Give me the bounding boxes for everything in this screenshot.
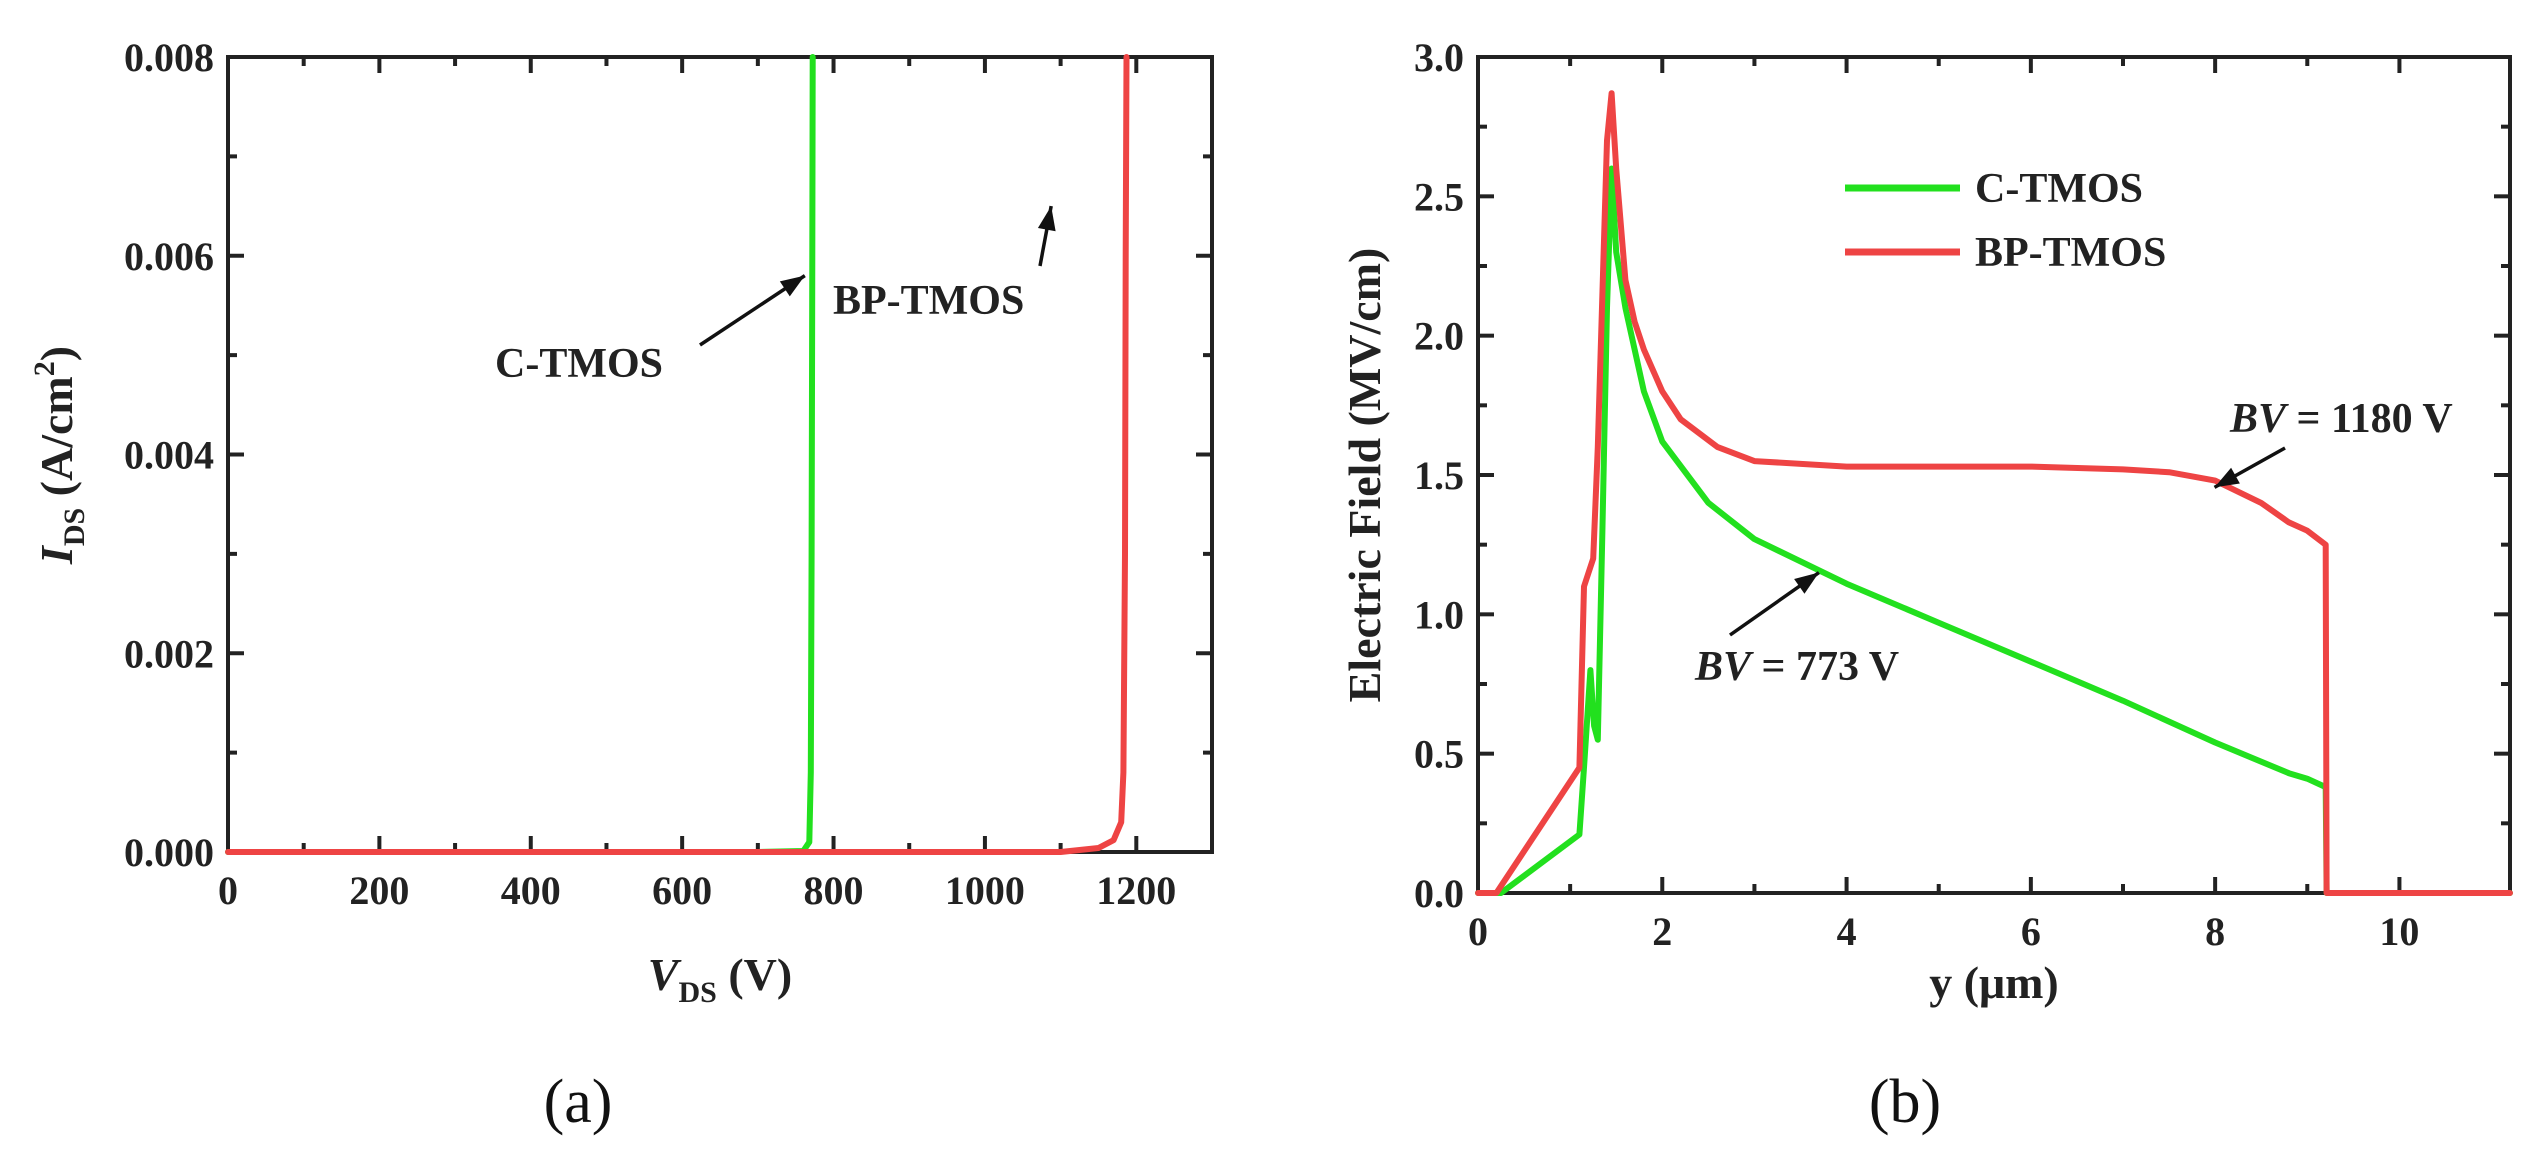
panel-a-y-tick-label: 0.000 [124,830,214,875]
annotation-c-tmos-arrow-head [779,275,805,297]
panel-b-y-tick-label: 0.0 [1414,871,1464,916]
panel-b-x-tick-label: 2 [1652,909,1672,954]
panel-a-x-tick-label: 200 [349,868,409,913]
panel-b-label: (b) [1869,1068,1941,1136]
panel-b-y-axis-title: Electric Field (MV/cm) [1339,248,1390,703]
panel-a-x-tick-label: 1000 [945,868,1025,913]
panel-b-x-tick-label: 8 [2205,909,2225,954]
panel-a-x-tick-label: 1200 [1096,868,1176,913]
panel-a-x-axis-title: VDS (V) [648,949,792,1009]
panel-a-y-tick-label: 0.008 [124,35,214,80]
panel-b-y-tick-label: 3.0 [1414,35,1464,80]
panel-b-y-tick-label: 1.0 [1414,592,1464,637]
panel-b-series [1475,90,2513,896]
legend-label-bp-tmos: BP-TMOS [1975,230,2166,276]
panel-a-label: (a) [544,1068,613,1136]
annotation-bp-tmos: BP-TMOS [833,278,1024,324]
panel-b-chart: 0 2 4 6 8 10 0.0 0.5 1.0 1.5 2.0 2.5 3.0 BV = 1180 V… [1339,35,2513,1136]
panel-a-annotations: C-TMOS BP-TMOS [495,205,1056,387]
panel-a-y-axis-title: IDS (A/cm2) [28,346,91,565]
panel-b-legend: C-TMOS BP-TMOS [1845,166,2166,276]
annotation-c-tmos: C-TMOS [495,341,663,387]
panel-a-series-bp-tmos-line [225,54,1130,855]
panel-a-ticks: 0 200 400 600 800 1000 1200 0.000 0.002 0.004 0.00… [124,35,1212,913]
panel-b-annotations: BV = 1180 V BV = 773 V [1694,396,2453,690]
annotation-bp-tmos-arrow-head [1037,206,1056,232]
panel-a-plot-frame [226,55,1214,854]
panel-a-x-tick-label: 400 [501,868,561,913]
panel-b-y-tick-label: 0.5 [1414,732,1464,777]
panel-b-x-tick-label: 0 [1468,909,1488,954]
panel-a-y-tick-label: 0.006 [124,234,214,279]
panel-b-series-bp-tmos-line [1475,90,2513,896]
panel-a-x-tick-label: 0 [218,868,238,913]
panel-b-y-tick-label: 2.5 [1414,174,1464,219]
legend-label-c-tmos: C-TMOS [1975,166,2143,212]
annotation-bv-773-arrow-head [1794,572,1819,594]
annotation-bv-773: BV = 773 V [1694,644,1899,690]
panel-a-series-c-tmos-line [225,54,816,855]
annotation-bv-1180: BV = 1180 V [2229,396,2453,442]
panel-b-x-axis-title: y (μm) [1929,957,2059,1008]
panel-a-y-tick-label: 0.004 [124,433,214,478]
panel-b-series-c-tmos-line [1475,165,2513,896]
panel-a-x-tick-label: 800 [804,868,864,913]
panel-b-x-tick-label: 10 [2379,909,2419,954]
panel-b-x-tick-label: 4 [1837,909,1857,954]
panel-a-y-tick-label: 0.002 [124,631,214,676]
panel-b-y-tick-label: 2.0 [1414,314,1464,359]
panel-a-chart: 0 200 400 600 800 1000 1200 0.000 0.002 0.004 0.00… [28,35,1214,1136]
panel-b-y-tick-label: 1.5 [1414,453,1464,498]
panel-b-x-tick-label: 6 [2021,909,2041,954]
panel-a-x-tick-label: 600 [652,868,712,913]
panel-a-series [225,54,1130,855]
panel-b-ticks: 0 2 4 6 8 10 0.0 0.5 1.0 1.5 2.0 2.5 3.0 [1414,35,2510,954]
annotation-bv-1180-arrow-head [2214,467,2240,488]
